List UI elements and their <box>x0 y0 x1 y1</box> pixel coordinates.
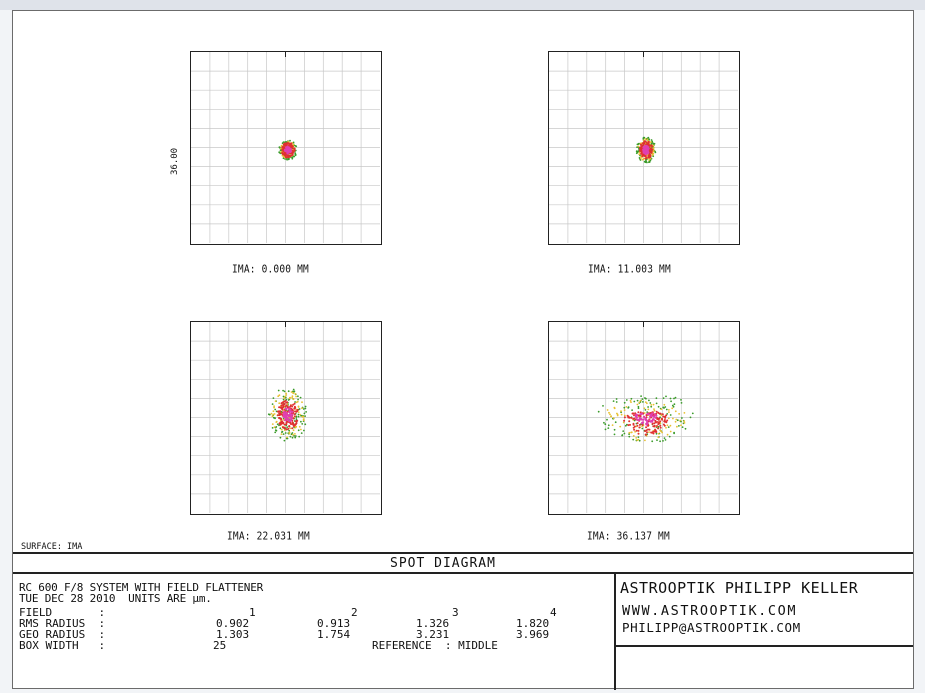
diagram-title: SPOT DIAGRAM <box>390 556 496 571</box>
company-email: PHILIPP@ASTROOPTIK.COM <box>622 620 801 635</box>
spot-grid-4 <box>549 322 738 513</box>
window-top-strip <box>0 0 925 10</box>
field-3-caption: IMA: 22.031 MM <box>227 530 310 543</box>
scale-label: 36.00 <box>170 147 180 175</box>
system-description: RC 600 F/8 SYSTEM WITH FIELD FLATTENER <box>19 581 264 594</box>
spot-grid-1 <box>191 52 380 243</box>
spot-pattern-1 <box>278 139 298 161</box>
spot-box-field-1 <box>190 51 382 245</box>
spot-pattern-2 <box>635 136 657 164</box>
field-row-label: FIELD : <box>19 606 106 619</box>
box-width-label: BOX WIDTH : <box>19 639 106 652</box>
info-panel-divider <box>614 572 616 690</box>
spot-grid-2 <box>549 52 738 243</box>
spot-box-field-4 <box>548 321 740 515</box>
geo-row-value-2: 1.754 <box>317 628 351 641</box>
geo-row-value-1: 1.303 <box>216 628 250 641</box>
title-bottom-divider <box>13 572 913 574</box>
field-4-caption: IMA: 36.137 MM <box>587 530 670 543</box>
rms-row-value-1: 0.902 <box>216 617 250 630</box>
company-name: ASTROOPTIK PHILIPP KELLER <box>620 579 859 597</box>
rms-row-label: RMS RADIUS : <box>19 617 106 630</box>
company-divider <box>614 645 913 647</box>
title-top-divider <box>13 552 913 554</box>
spot-box-field-2 <box>548 51 740 245</box>
company-website: WWW.ASTROOPTIK.COM <box>622 603 798 619</box>
box-width-value: 25 <box>213 639 227 652</box>
field-row-value-3: 3 <box>452 606 459 619</box>
field-1-caption: IMA: 0.000 MM <box>232 263 309 276</box>
spot-pattern-4 <box>597 395 694 443</box>
date-units-line: TUE DEC 28 2010 UNITS ARE µm. <box>19 592 212 605</box>
geo-row-value-4: 3.969 <box>516 628 550 641</box>
reference-line: REFERENCE : MIDDLE <box>372 639 498 652</box>
spot-box-field-3 <box>190 321 382 515</box>
field-2-caption: IMA: 11.003 MM <box>588 263 671 276</box>
surface-label: SURFACE: IMA <box>21 542 83 552</box>
plot-window: 36.00 IMA: 0.000 MM IMA: 11.003 MM IMA: … <box>12 10 914 690</box>
geo-row-value-3: 3.231 <box>416 628 450 641</box>
spot-grid-3 <box>191 322 380 513</box>
rms-row-value-2: 0.913 <box>317 617 351 630</box>
field-row-value-2: 2 <box>351 606 358 619</box>
geo-row-label: GEO RADIUS : <box>19 628 106 641</box>
rms-row-value-4: 1.820 <box>516 617 550 630</box>
field-row-value-4: 4 <box>550 606 557 619</box>
field-row-value-1: 1 <box>249 606 256 619</box>
rms-row-value-3: 1.326 <box>416 617 450 630</box>
spot-pattern-3 <box>267 388 307 442</box>
